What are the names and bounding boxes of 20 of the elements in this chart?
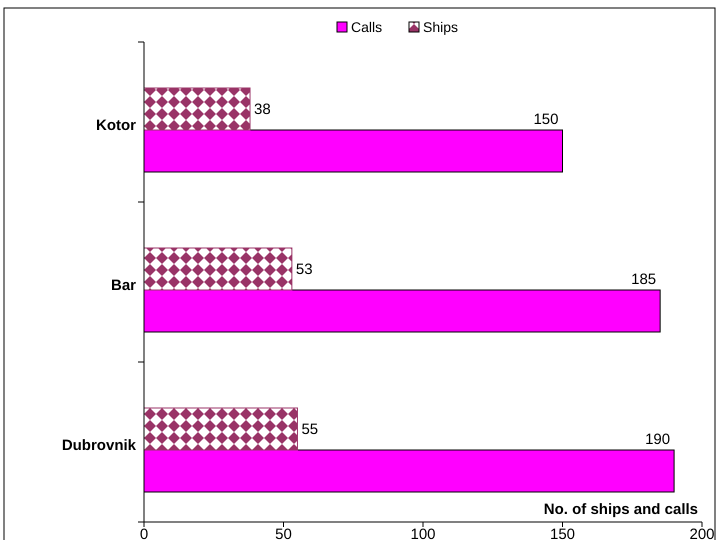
data-label: 150: [533, 111, 558, 128]
bar: [144, 248, 292, 290]
x-tick-label: 150: [550, 526, 576, 540]
x-axis-title: No. of ships and calls: [544, 501, 698, 518]
data-label: 190: [645, 431, 670, 448]
data-label: 55: [301, 421, 318, 438]
data-label: 38: [254, 101, 271, 118]
x-tick-label: 50: [275, 526, 292, 540]
data-label: 53: [296, 261, 313, 278]
y-tick-label: Dubrovnik: [62, 437, 137, 454]
legend-label: Ships: [423, 19, 458, 35]
bar: [144, 408, 298, 450]
legend-label: Calls: [351, 19, 382, 35]
y-tick-label: Kotor: [96, 117, 136, 134]
y-tick-label: Bar: [110, 277, 136, 294]
bar: [144, 88, 251, 130]
data-label: 185: [631, 271, 656, 288]
x-tick-label: 200: [689, 526, 715, 540]
x-tick-label: 100: [410, 526, 436, 540]
x-tick-label: 0: [140, 526, 148, 540]
